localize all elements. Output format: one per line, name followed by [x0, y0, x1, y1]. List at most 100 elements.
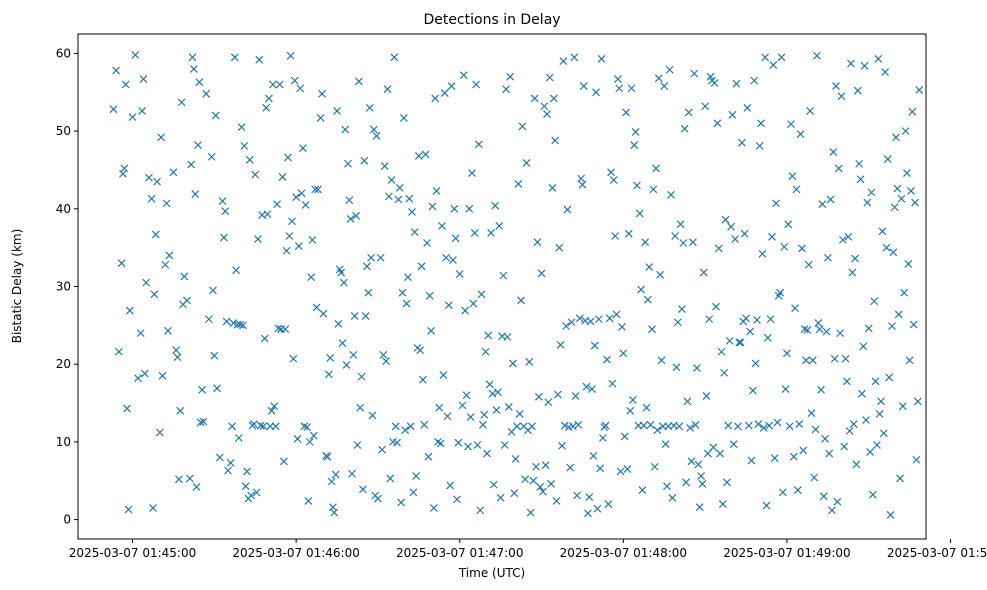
data-point	[889, 248, 898, 257]
data-point	[787, 120, 795, 129]
data-point	[502, 85, 511, 94]
data-point	[450, 204, 459, 213]
data-point	[187, 160, 196, 169]
data-point	[525, 357, 534, 366]
data-point	[639, 421, 648, 430]
data-point	[714, 244, 723, 253]
data-point	[574, 420, 583, 429]
data-point	[577, 174, 585, 183]
data-point	[466, 413, 475, 421]
data-point	[735, 338, 744, 347]
data-point	[848, 268, 857, 277]
data-point	[562, 322, 571, 331]
data-point	[657, 356, 666, 365]
data-point	[354, 77, 363, 86]
data-point	[750, 76, 759, 85]
data-point	[399, 113, 408, 122]
data-point	[142, 278, 151, 287]
data-point	[230, 53, 239, 62]
data-point	[829, 148, 838, 157]
data-point	[117, 259, 126, 268]
data-point	[488, 389, 497, 398]
data-point	[890, 203, 899, 212]
data-point	[478, 420, 487, 429]
data-point	[868, 490, 877, 499]
data-point	[229, 319, 238, 327]
data-point	[653, 426, 662, 435]
data-point	[420, 420, 429, 429]
data-point	[273, 200, 281, 209]
data-point	[815, 325, 824, 334]
data-point	[688, 238, 697, 247]
data-point	[384, 192, 393, 201]
y-tick-label: 0	[63, 513, 71, 527]
data-point	[791, 304, 800, 313]
x-tick-label: 2025-03-07 01:47:00	[396, 546, 523, 560]
data-point	[560, 421, 569, 430]
data-point	[344, 159, 352, 168]
data-point	[853, 86, 862, 95]
data-point	[596, 464, 605, 473]
data-point	[788, 172, 797, 181]
data-point	[761, 53, 770, 62]
data-point	[247, 491, 256, 500]
data-point	[151, 230, 160, 239]
data-point	[515, 409, 524, 418]
data-point	[323, 452, 332, 461]
data-point	[245, 155, 254, 164]
data-point	[243, 467, 251, 476]
data-point	[585, 493, 594, 501]
data-point	[712, 302, 720, 311]
data-point	[404, 273, 412, 282]
data-point	[202, 89, 211, 98]
data-point	[864, 324, 873, 333]
data-point	[138, 106, 147, 115]
data-point	[408, 207, 416, 216]
data-point	[882, 243, 891, 252]
data-point	[727, 222, 735, 231]
data-point	[173, 353, 182, 362]
data-point	[588, 385, 596, 393]
data-point	[500, 441, 509, 449]
plot-area	[77, 33, 927, 540]
data-point	[222, 317, 231, 326]
data-point	[834, 164, 843, 173]
data-point	[294, 242, 303, 251]
data-point	[682, 478, 690, 487]
data-point	[789, 452, 798, 461]
data-point	[911, 198, 920, 207]
data-point	[717, 347, 726, 356]
data-point	[412, 472, 421, 480]
data-point	[363, 262, 371, 271]
data-point	[458, 401, 467, 410]
data-point	[676, 220, 685, 229]
data-point	[583, 509, 592, 518]
data-point	[668, 493, 677, 502]
data-point	[901, 127, 910, 136]
data-point	[278, 173, 287, 181]
data-point	[847, 59, 855, 68]
data-point	[744, 421, 753, 430]
data-point	[608, 379, 617, 388]
data-point	[793, 486, 802, 494]
data-point	[607, 168, 615, 177]
data-point	[446, 481, 455, 490]
data-point	[254, 235, 262, 244]
data-point	[905, 356, 914, 365]
data-point	[686, 423, 695, 432]
data-point	[288, 217, 296, 226]
data-point	[176, 406, 185, 415]
data-point	[303, 423, 311, 432]
data-point	[798, 244, 806, 253]
data-point	[656, 270, 665, 279]
data-point	[394, 195, 403, 204]
data-point	[423, 239, 431, 247]
data-point	[806, 106, 815, 115]
data-point	[393, 438, 401, 447]
data-point	[405, 194, 414, 203]
data-point	[416, 346, 425, 355]
data-point	[210, 351, 219, 360]
data-point	[189, 65, 198, 73]
data-point	[493, 388, 502, 397]
data-point	[601, 421, 610, 430]
